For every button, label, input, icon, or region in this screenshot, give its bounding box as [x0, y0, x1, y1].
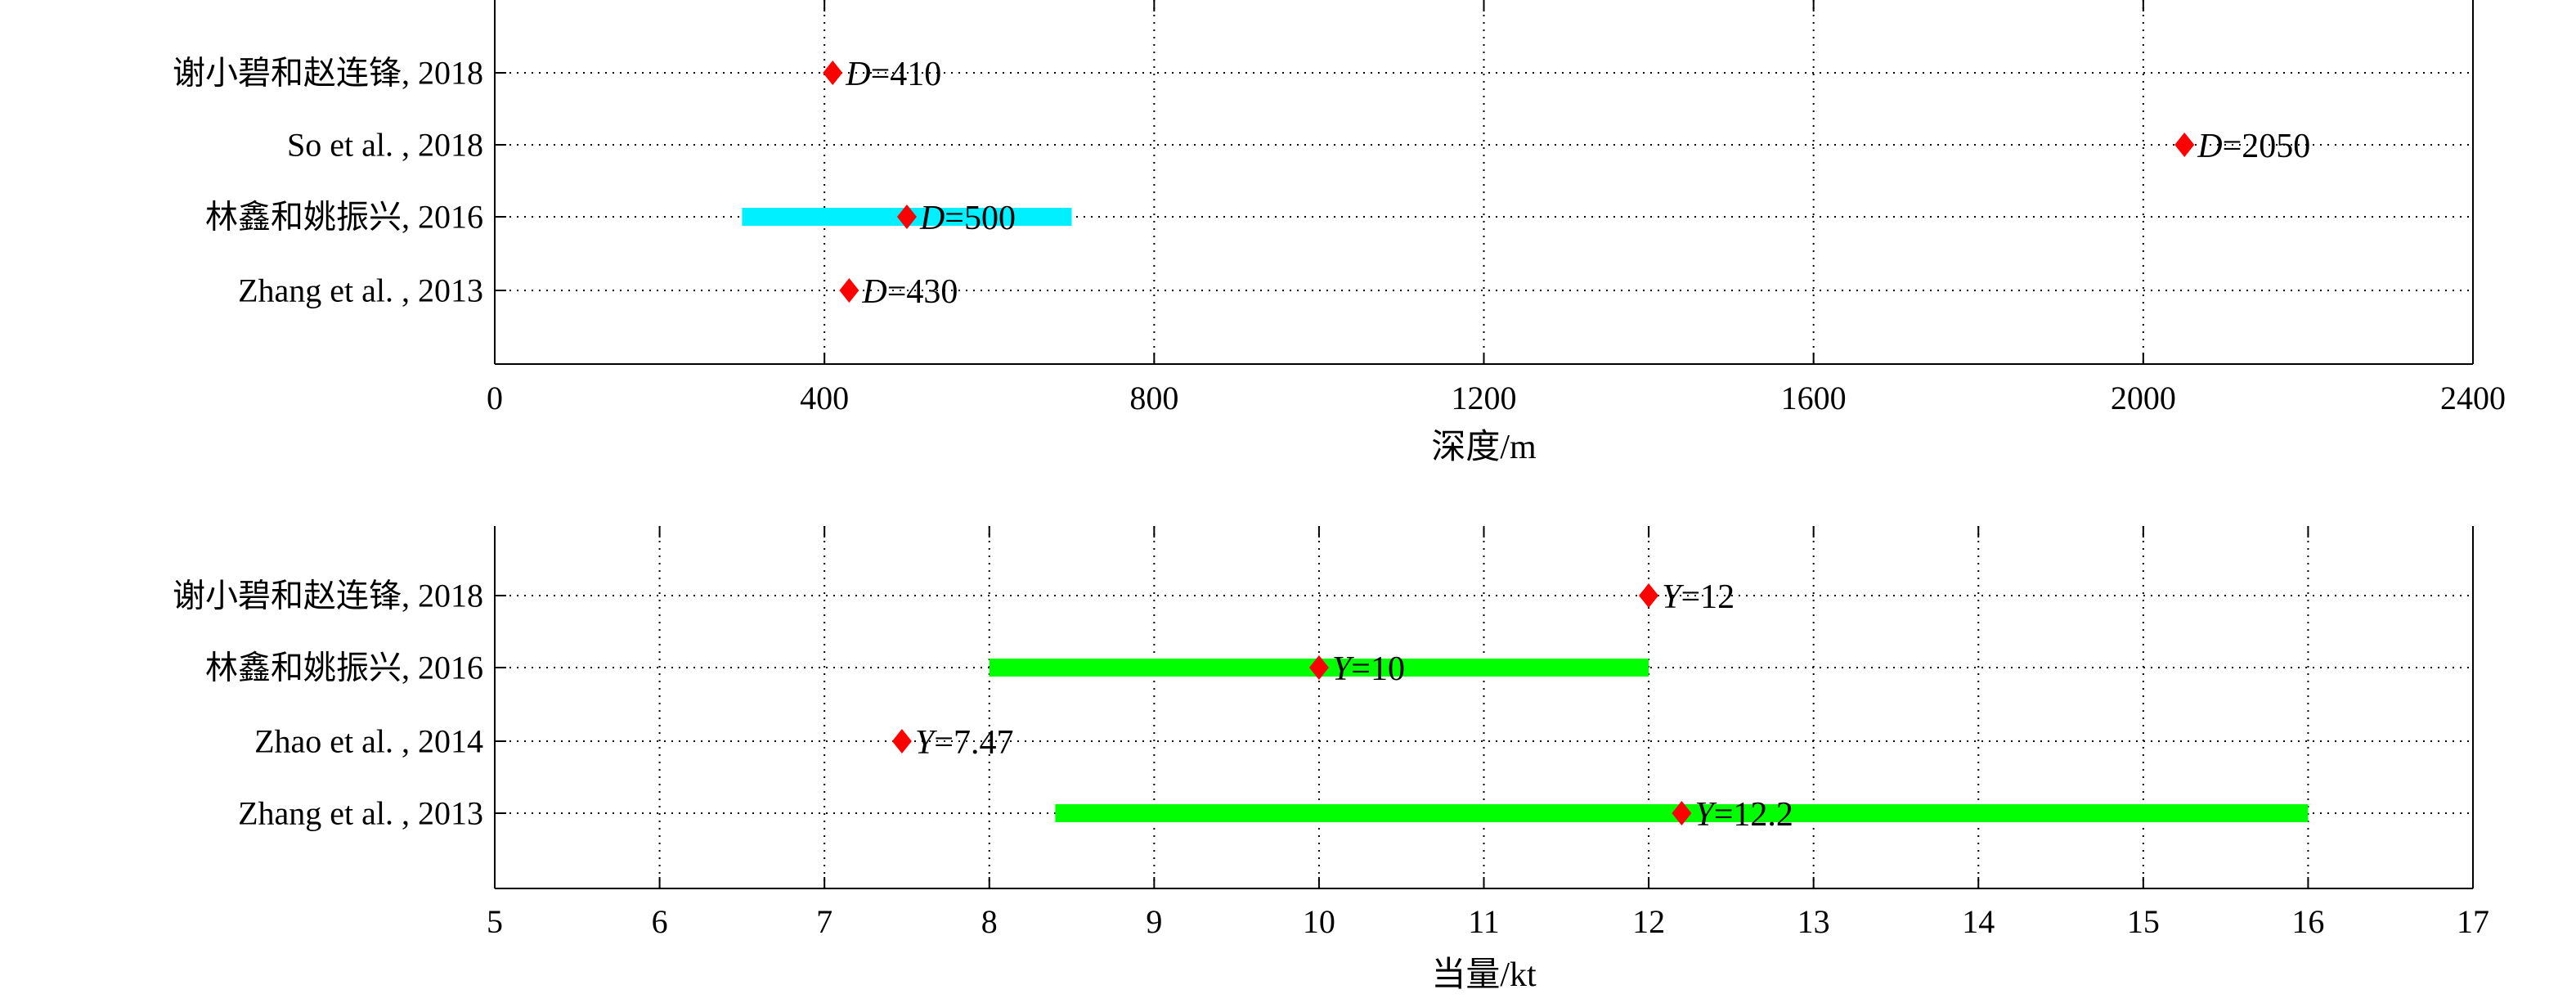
value-annotation: D=2050	[2197, 128, 2310, 165]
y-tick-label: 谢小碧和赵连锋, 2018	[173, 55, 483, 92]
x-tick-label: 5	[487, 903, 503, 940]
y-tick-label: Zhang et al. , 2013	[238, 272, 483, 309]
x-tick-label: 17	[2457, 903, 2489, 940]
y-tick-label: Zhang et al. , 2013	[238, 795, 483, 832]
annotation-symbol: Y	[1332, 650, 1355, 688]
x-axis-label: 当量/kt	[1431, 956, 1537, 994]
x-tick-label: 800	[1129, 380, 1178, 416]
x-tick-label: 12	[1632, 903, 1665, 940]
value-annotation: Y=12.2	[1694, 796, 1793, 834]
value-marker	[1639, 583, 1659, 608]
annotation-symbol: Y	[1694, 796, 1717, 834]
x-tick-label: 400	[800, 380, 849, 416]
x-tick-label: 2400	[2440, 380, 2506, 416]
annotation-value: =500	[945, 200, 1016, 237]
value-annotation: Y=10	[1332, 650, 1405, 688]
x-axis-label: 深度/m	[1431, 429, 1537, 466]
x-tick-label: 0	[487, 380, 503, 416]
annotation-value: =12	[1681, 578, 1735, 616]
x-tick-label: 8	[981, 903, 998, 940]
value-marker	[891, 729, 912, 753]
y-tick-label: 林鑫和姚振兴, 2016	[205, 199, 483, 236]
annotation-symbol: D	[861, 273, 886, 311]
annotation-value: =410	[871, 56, 942, 93]
x-tick-label: 6	[652, 903, 668, 940]
x-tick-label: 1200	[1452, 380, 1517, 416]
annotation-value: =430	[887, 273, 958, 311]
value-annotation: D=500	[919, 200, 1016, 237]
value-marker	[2174, 133, 2195, 157]
value-marker	[1308, 655, 1329, 680]
value-marker	[1672, 801, 1692, 825]
value-marker	[823, 61, 843, 85]
annotation-value: =12.2	[1714, 796, 1793, 834]
annotation-symbol: Y	[915, 724, 938, 762]
value-marker	[839, 278, 859, 303]
y-tick-label: Zhao et al. , 2014	[254, 723, 483, 760]
annotation-value: =10	[1351, 650, 1405, 688]
y-tick-label: 林鑫和姚振兴, 2016	[205, 650, 483, 686]
value-annotation: Y=12	[1662, 578, 1735, 616]
annotation-value: =2050	[2223, 128, 2311, 165]
value-marker	[896, 205, 917, 229]
x-tick-label: 14	[1962, 903, 1995, 940]
value-annotation: D=430	[861, 273, 958, 311]
x-tick-label: 16	[2291, 903, 2324, 940]
annotation-symbol: D	[2197, 128, 2222, 165]
x-tick-label: 1600	[1781, 380, 1847, 416]
x-tick-label: 15	[2127, 903, 2160, 940]
annotation-symbol: D	[919, 200, 945, 237]
value-annotation: Y=7.47	[915, 724, 1014, 762]
value-annotation: D=410	[845, 56, 941, 93]
x-tick-label: 2000	[2111, 380, 2176, 416]
annotation-symbol: Y	[1662, 578, 1685, 616]
x-tick-label: 7	[816, 903, 832, 940]
annotation-value: =7.47	[934, 724, 1013, 762]
x-tick-label: 10	[1303, 903, 1335, 940]
depth-panel: 0 400 800 1200 1600 2000 2400 谢小碧和赵连锋, 2018 So e…	[173, 0, 2506, 466]
y-tick-label: 谢小碧和赵连锋, 2018	[173, 578, 483, 614]
x-tick-label: 11	[1468, 903, 1500, 940]
y-tick-label: So et al. , 2018	[287, 127, 483, 164]
x-tick-label: 13	[1797, 903, 1830, 940]
x-tick-label: 9	[1146, 903, 1162, 940]
yield-panel: 5 6 7 8 9 10 11 12 13 14 15 16 17 谢小碧和赵连锋, 2018 林鑫和姚振兴…	[173, 526, 2489, 994]
annotation-symbol: D	[845, 56, 870, 93]
